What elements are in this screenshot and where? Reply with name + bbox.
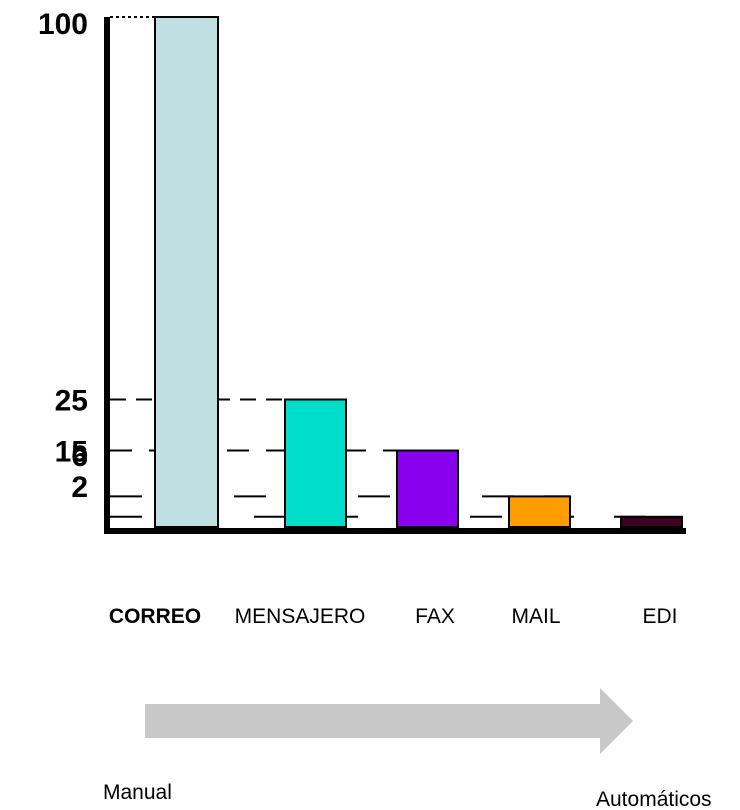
y-tick-2: 2	[71, 471, 88, 504]
category-labels: CORREO MENSAJERO FAX MAIL EDI	[109, 605, 678, 628]
bar-correo	[154, 16, 219, 528]
category-label-correo: CORREO	[109, 605, 201, 628]
category-label-mail: MAIL	[511, 605, 560, 628]
arrow-end-label: Automáticos	[596, 788, 712, 810]
arrow-shape	[145, 688, 633, 754]
arrow-start-label: Manual	[103, 781, 172, 804]
category-label-mensajero: MENSAJERO	[235, 605, 366, 628]
bar-mail	[508, 495, 571, 528]
y-tick-6: 6	[71, 440, 88, 473]
bar-fax	[396, 449, 459, 528]
category-label-edi: EDI	[642, 605, 677, 628]
bar-mensajero	[284, 398, 347, 528]
category-label-fax: FAX	[415, 605, 455, 628]
y-tick-15: 15	[55, 436, 88, 469]
axes	[104, 17, 686, 534]
bars	[154, 16, 683, 528]
manual-to-automatic-arrow: Manual Automáticos	[103, 688, 712, 810]
bar-edi	[620, 515, 683, 528]
y-tick-25: 25	[55, 385, 88, 418]
y-tick-100: 100	[38, 8, 88, 41]
